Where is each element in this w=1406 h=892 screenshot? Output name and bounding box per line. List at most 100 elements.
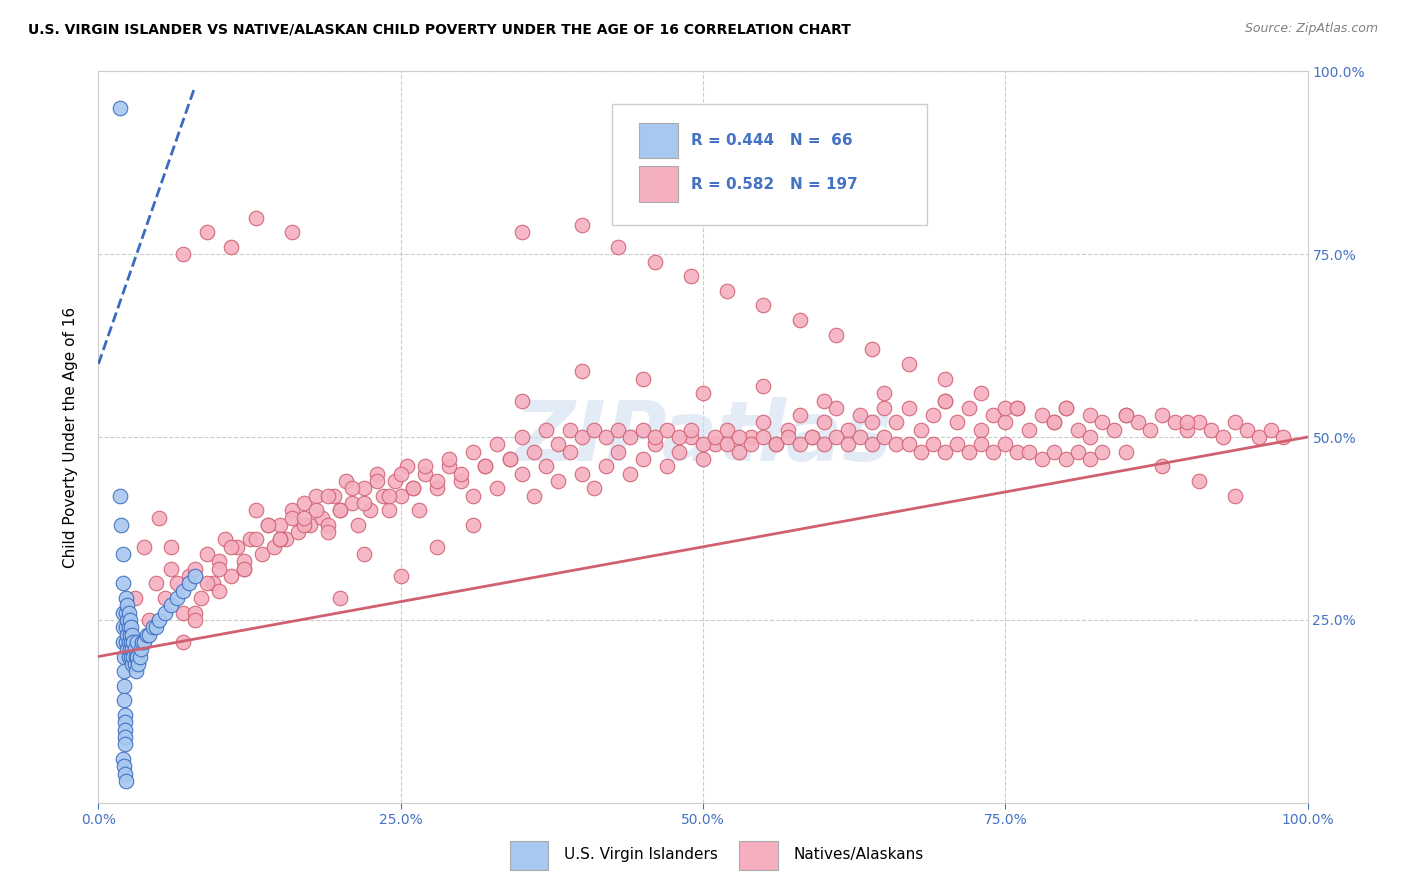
Point [256,517,278,532]
Point [117,599,139,613]
Point [957,444,980,458]
Point [957,401,980,415]
Point [486,481,509,495]
Point [208,583,231,598]
Point [121,642,143,657]
Point [1031,452,1053,467]
Point [837,423,859,437]
Point [125,649,148,664]
Point [1054,401,1077,415]
Point [190,591,212,605]
Point [558,423,581,437]
Point [1102,423,1125,437]
Point [153,606,176,620]
Point [994,437,1017,451]
Point [389,569,412,583]
Point [934,444,956,458]
Point [112,693,135,707]
Point [413,467,436,481]
Point [704,437,727,451]
Point [111,606,134,620]
Point [353,496,375,510]
Point [121,657,143,671]
Point [679,423,702,437]
Point [860,343,883,357]
Point [112,664,135,678]
Point [389,467,412,481]
Point [179,576,201,591]
Point [221,569,243,583]
Point [644,254,666,268]
Point [120,649,142,664]
Point [1188,416,1211,430]
Point [1091,444,1114,458]
Point [115,635,138,649]
Point [245,503,267,517]
Point [316,489,339,503]
Point [1199,423,1222,437]
Point [135,627,157,641]
Point [281,225,304,239]
Point [970,437,993,451]
Point [571,364,593,378]
Point [377,503,399,517]
Point [145,620,167,634]
Point [347,517,370,532]
Point [118,613,141,627]
Point [172,583,194,598]
Point [1018,444,1040,458]
Point [426,481,449,495]
Point [292,517,315,532]
Point [946,416,969,430]
Point [752,379,775,393]
Point [679,430,702,444]
Point [547,474,569,488]
Point [221,240,243,254]
Point [384,474,406,488]
Point [256,517,278,532]
Point [226,540,249,554]
Point [366,467,388,481]
Point [1175,416,1198,430]
Point [607,240,630,254]
Point [160,540,183,554]
Point [250,547,273,561]
Point [342,496,364,510]
Point [114,766,136,780]
Point [776,430,799,444]
Point [910,444,932,458]
Point [195,547,218,561]
Point [1188,474,1211,488]
Point [463,444,485,458]
Point [813,416,835,430]
Point [897,357,920,371]
Point [1067,444,1090,458]
Point [114,715,136,730]
Point [474,459,496,474]
Point [111,752,134,766]
Text: ZIPatlas: ZIPatlas [515,397,891,477]
Point [121,627,143,641]
Point [679,269,702,284]
Point [221,540,243,554]
Point [1078,452,1101,467]
Point [371,489,394,503]
Point [122,635,145,649]
Point [413,459,436,474]
Point [127,657,149,671]
Point [583,423,606,437]
Point [934,393,956,408]
Point [886,437,908,451]
Point [886,416,908,430]
Point [124,657,146,671]
Point [825,327,848,342]
Point [1223,489,1246,503]
Point [127,635,149,649]
Point [813,393,835,408]
Point [728,444,751,458]
Point [110,517,132,532]
Point [1067,423,1090,437]
Point [184,613,207,627]
Point [111,620,134,634]
Point [510,467,533,481]
